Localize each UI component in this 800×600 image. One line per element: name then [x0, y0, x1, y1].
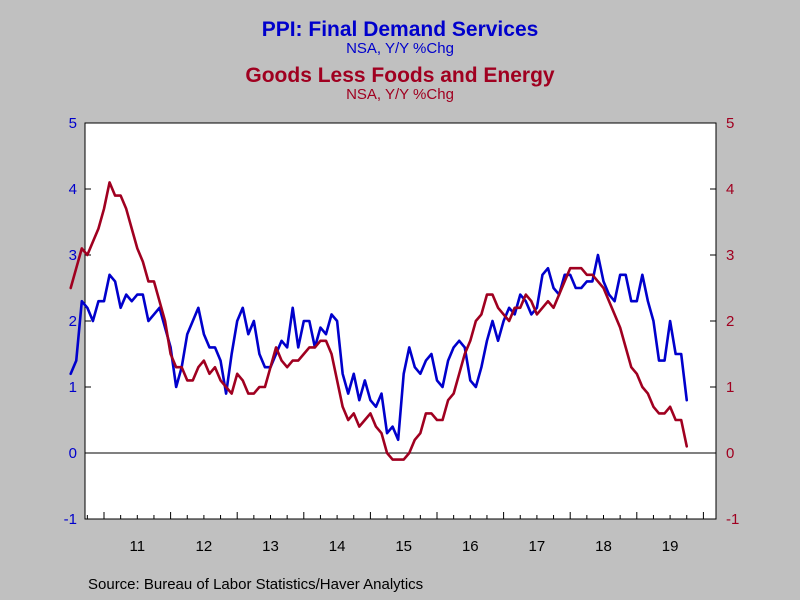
y2-tick-label: 3 [726, 247, 734, 264]
y-tick-label: 4 [69, 181, 77, 198]
series-line-ppi-services [69, 253, 689, 442]
x-tick-label: 19 [662, 538, 679, 555]
y-tick-label: 0 [69, 445, 77, 462]
y-tick-label: 2 [69, 313, 77, 330]
series-line-goods-less-food-energy [69, 181, 689, 461]
chart-subtitle: NSA, Y/Y %Chg [346, 40, 454, 57]
y2-tick-label: -1 [726, 511, 739, 528]
x-tick-label: 18 [595, 538, 612, 555]
y-tick-label: -1 [64, 511, 77, 528]
y2-tick-label: 2 [726, 313, 734, 330]
chart-subtitle-2: NSA, Y/Y %Chg [346, 86, 454, 103]
y-tick-label: 5 [69, 115, 77, 132]
y-tick-label: 3 [69, 247, 77, 264]
x-tick-label: 17 [529, 538, 546, 555]
y2-tick-label: 5 [726, 115, 734, 132]
y2-tick-label: 0 [726, 445, 734, 462]
x-tick-label: 12 [196, 538, 213, 555]
source-note: Source: Bureau of Labor Statistics/Haver… [88, 576, 424, 593]
y-tick-label: 1 [69, 379, 77, 396]
y2-tick-label: 4 [726, 181, 734, 198]
chart-title-2: Goods Less Foods and Energy [245, 64, 555, 87]
x-tick-label: 16 [462, 538, 479, 555]
x-tick-label: 13 [262, 538, 279, 555]
y2-tick-label: 1 [726, 379, 734, 396]
x-tick-label: 14 [329, 538, 346, 555]
x-tick-label: 15 [395, 538, 412, 555]
x-tick-label: 11 [130, 538, 146, 555]
chart-title: PPI: Final Demand Services [261, 18, 539, 41]
